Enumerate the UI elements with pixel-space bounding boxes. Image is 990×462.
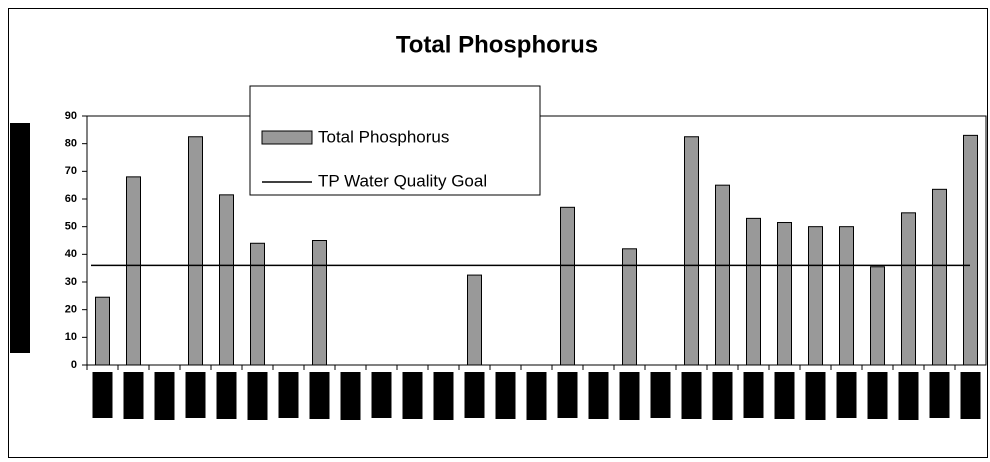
- bar: [901, 212, 916, 366]
- legend-label: Total Phosphorus: [318, 127, 449, 146]
- bar: [622, 248, 637, 366]
- bar: [219, 194, 234, 366]
- redacted-category-label: [92, 372, 113, 418]
- y-tick-label: 50: [65, 221, 77, 233]
- bar: [963, 134, 978, 366]
- redacted-category-label: [743, 372, 764, 418]
- redacted-category-label: [371, 372, 392, 418]
- redacted-category-label: [867, 372, 888, 419]
- bar: [746, 217, 761, 366]
- redacted-category-label: [960, 372, 981, 419]
- redacted-category-label: [340, 372, 361, 420]
- y-tick-label: 0: [71, 359, 77, 371]
- y-tick-label: 80: [65, 138, 77, 150]
- bar: [808, 226, 823, 366]
- legend-swatch: [261, 130, 313, 145]
- redacted-category-label: [402, 372, 423, 419]
- redacted-axis-label: [10, 123, 30, 353]
- bar: [684, 136, 699, 366]
- redacted-category-label: [898, 372, 919, 420]
- redacted-category-label: [185, 372, 206, 418]
- bar: [312, 240, 327, 366]
- bar: [560, 206, 575, 366]
- redacted-category-label: [309, 372, 330, 419]
- redacted-category-label: [619, 372, 640, 420]
- redacted-category-label: [557, 372, 578, 418]
- redacted-category-label: [681, 372, 702, 419]
- redacted-category-label: [433, 372, 454, 420]
- redacted-category-label: [929, 372, 950, 418]
- redacted-category-label: [495, 372, 516, 419]
- redacted-category-label: [464, 372, 485, 418]
- bar: [839, 226, 854, 366]
- redacted-category-label: [216, 372, 237, 419]
- bar: [467, 274, 482, 366]
- bar: [95, 296, 110, 366]
- y-tick-label: 90: [65, 110, 77, 122]
- y-tick-label: 20: [65, 304, 77, 316]
- y-tick-label: 10: [65, 331, 77, 343]
- redacted-category-label: [278, 372, 299, 418]
- redacted-category-label: [712, 372, 733, 420]
- redacted-category-label: [123, 372, 144, 419]
- y-tick-label: 40: [65, 248, 77, 260]
- redacted-category-label: [650, 372, 671, 418]
- legend-label: TP Water Quality Goal: [318, 171, 487, 190]
- redacted-category-label: [774, 372, 795, 419]
- redacted-category-label: [247, 372, 268, 420]
- redacted-category-label: [805, 372, 826, 420]
- redacted-category-label: [588, 372, 609, 419]
- bar: [932, 188, 947, 366]
- bar: [715, 184, 730, 366]
- bar: [126, 176, 141, 366]
- redacted-category-label: [154, 372, 175, 420]
- bar: [777, 222, 792, 366]
- bar: [188, 136, 203, 366]
- redacted-category-label: [526, 372, 547, 420]
- redacted-category-label: [836, 372, 857, 418]
- y-tick-label: 60: [65, 193, 77, 205]
- bar: [870, 266, 885, 366]
- chart-title: Total Phosphorus: [396, 31, 598, 58]
- y-tick-label: 30: [65, 276, 77, 288]
- bar: [250, 242, 265, 366]
- y-tick-label: 70: [65, 165, 77, 177]
